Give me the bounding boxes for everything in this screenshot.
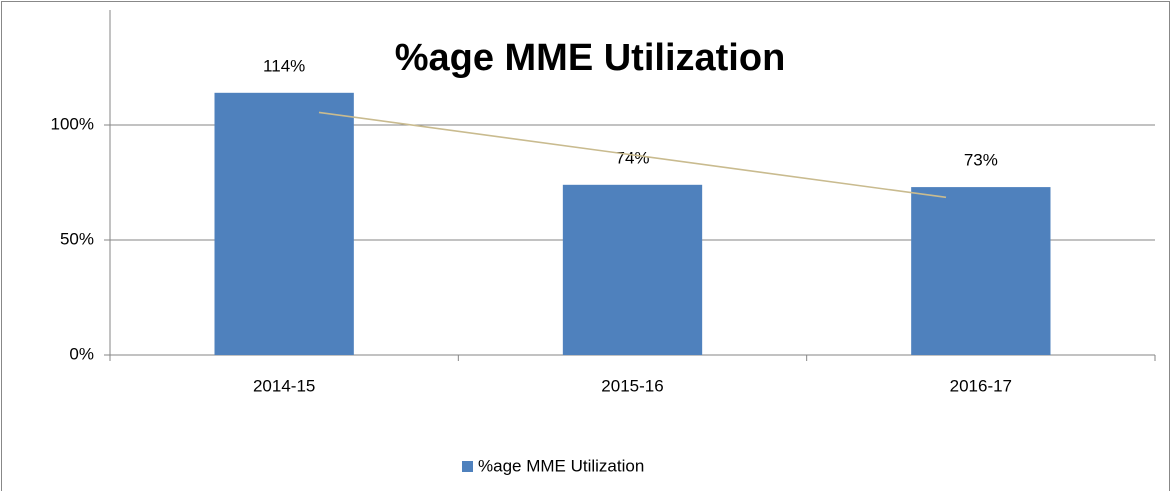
x-tick-label: 2014-15 — [253, 376, 315, 395]
legend-swatch — [462, 461, 473, 472]
y-tick-label: 50% — [60, 229, 94, 248]
x-tick-label: 2015-16 — [601, 376, 663, 395]
data-label: 74% — [615, 148, 649, 167]
x-tick-label: 2016-17 — [950, 376, 1012, 395]
y-tick-label: 100% — [51, 114, 94, 133]
bar — [911, 187, 1051, 355]
trendline — [318, 111, 947, 199]
bar — [562, 184, 703, 355]
data-label: 114% — [263, 56, 305, 75]
legend-label: %age MME Utilization — [478, 456, 644, 475]
chart-title: %age MME Utilization — [395, 37, 786, 79]
data-label: 73% — [964, 151, 998, 170]
y-tick-label: 0% — [69, 344, 94, 363]
bar — [214, 92, 354, 356]
